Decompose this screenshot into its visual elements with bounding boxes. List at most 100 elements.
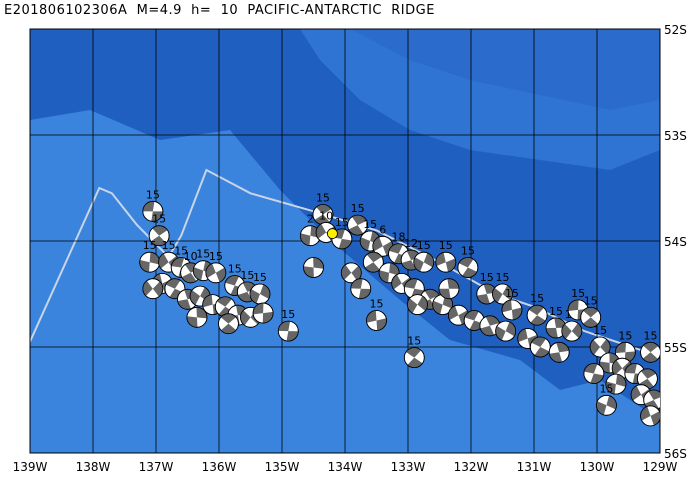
mechanism-depth-label: 15 <box>363 218 377 231</box>
lat-tick-label: 53S <box>664 129 687 143</box>
mechanism-depth-label: 15 <box>439 239 453 252</box>
focal-mechanism: 15 <box>596 382 617 416</box>
lon-tick-label: 136W <box>202 460 237 474</box>
mechanism-depth-label: 15 <box>240 269 254 282</box>
lon-tick-label: 129W <box>643 460 678 474</box>
focal-mechanism: 15 <box>249 271 271 305</box>
lat-tick-label: 52S <box>664 23 687 37</box>
focal-mechanism: 15 <box>148 213 170 247</box>
focal-mechanism <box>350 278 372 300</box>
focal-mechanism <box>605 373 627 395</box>
mechanism-depth-label: 15 <box>644 329 658 342</box>
main-event-marker <box>326 228 338 239</box>
mechanism-depth-label: 15 <box>593 324 607 337</box>
mechanism-depth-label: 2 <box>307 213 314 226</box>
mechanism-depth-label: 15 <box>351 202 365 215</box>
focal-mechanism <box>218 313 239 335</box>
focal-mechanism <box>548 341 570 363</box>
focal-mechanism: 15 <box>435 239 457 273</box>
focal-mechanism: 15 <box>413 239 435 273</box>
mechanism-depth-label: 15 <box>196 248 210 261</box>
focal-mechanism <box>432 294 454 316</box>
lon-tick-label: 133W <box>391 460 426 474</box>
lat-lon-grid <box>30 29 660 453</box>
mechanism-depth-label: 15 <box>505 287 519 300</box>
latitude-labels: 52S 53S 54S 55S 56S <box>664 23 687 461</box>
lat-tick-label: 56S <box>664 447 687 461</box>
lon-tick-label: 139W <box>13 460 48 474</box>
focal-mechanism <box>186 306 208 328</box>
mechanism-depth-label: 15 <box>152 213 166 226</box>
mechanism-depth-label: 15 <box>316 192 330 205</box>
focal-mechanism: 15 <box>403 335 425 369</box>
focal-mechanism <box>407 294 428 316</box>
mechanism-depth-label: 15 <box>407 335 421 348</box>
map-frame <box>29 28 661 454</box>
mechanism-depth-label: 18 <box>392 231 406 244</box>
mechanism-depth-label: 15 <box>584 294 598 307</box>
focal-mechanism <box>303 257 324 278</box>
mechanism-depth-label: 15 <box>549 305 563 318</box>
lat-tick-label: 55S <box>664 341 687 355</box>
event-title: E201806102306A M=4.9 h= 10 PACIFIC-ANTAR… <box>4 3 435 18</box>
lon-tick-label: 130W <box>580 460 615 474</box>
focal-mechanism <box>479 315 501 337</box>
mechanism-depth-label: 12 <box>404 237 418 250</box>
focal-mechanism: 15 <box>142 188 164 222</box>
focal-mechanism: 15 <box>347 202 369 236</box>
focal-mechanism: 15 <box>277 308 299 342</box>
fault-line <box>30 168 648 354</box>
focal-mechanism <box>583 363 605 384</box>
fault-trace <box>30 168 648 354</box>
mechanism-depth-label: 6 <box>379 223 386 236</box>
mechanism-depth-label: 15 <box>162 239 176 252</box>
focal-mechanism <box>252 302 274 324</box>
mechanism-depth-label: 15 <box>281 308 295 321</box>
mechanism-depth-label: 10 <box>319 210 333 223</box>
focal-mechanism <box>340 262 362 284</box>
mechanism-depth-label: 15 <box>417 239 431 252</box>
focal-mechanism <box>640 405 660 427</box>
mechanism-depth-label: 15 <box>618 329 632 342</box>
mechanism-depth-label: 15 <box>146 188 160 201</box>
mechanism-depth-label: 15 <box>253 271 267 284</box>
focal-mechanism: 15 <box>139 239 161 273</box>
focal-mechanism: 15 <box>580 294 602 328</box>
longitude-labels: 139W 138W 137W 136W 135W 134W 133W 132W 131W 130W… <box>13 460 678 474</box>
lon-tick-label: 137W <box>139 460 174 474</box>
focal-mechanism <box>142 278 164 300</box>
lat-tick-label: 54S <box>664 235 687 249</box>
focal-mechanism: 15 <box>526 292 548 326</box>
focal-mechanism: 15 <box>492 271 513 305</box>
focal-mechanism: 15 <box>366 298 387 331</box>
focal-mechanism <box>362 251 384 273</box>
focal-mechanism <box>438 278 460 300</box>
lon-tick-label: 131W <box>517 460 552 474</box>
focal-mechanism <box>177 288 198 310</box>
focal-mechanism <box>495 320 517 342</box>
lon-tick-label: 135W <box>265 460 300 474</box>
mechanism-depth-label: 15 <box>370 298 384 311</box>
ridge-band-inner <box>350 29 660 110</box>
mechanism-depth-label: 10 <box>184 250 198 263</box>
focal-mechanism: 15 <box>640 329 660 363</box>
mechanism-depth-label: 15 <box>209 250 223 263</box>
focal-mechanism: 15 <box>205 250 227 284</box>
mechanism-depth-label: 15 <box>461 245 475 258</box>
focal-mechanism <box>529 336 551 358</box>
mechanism-depth-label: 15 <box>143 239 157 252</box>
mechanism-depth-label: 15 <box>480 271 494 284</box>
lon-tick-label: 134W <box>328 460 363 474</box>
lon-tick-label: 138W <box>76 460 111 474</box>
mechanism-depth-label: 15 <box>599 382 613 395</box>
mechanism-depth-label: 15 <box>174 245 188 258</box>
focal-mechanism: 15 <box>312 192 334 225</box>
mechanism-depth-label: 15 <box>335 216 349 229</box>
mechanism-depth-label: 15 <box>571 287 585 300</box>
mechanism-depth-label: 15 <box>496 271 510 284</box>
focal-mechanism: 15 <box>457 245 479 278</box>
mechanism-depth-label: 15 <box>530 292 544 305</box>
focal-mechanism: 15 <box>589 324 611 358</box>
